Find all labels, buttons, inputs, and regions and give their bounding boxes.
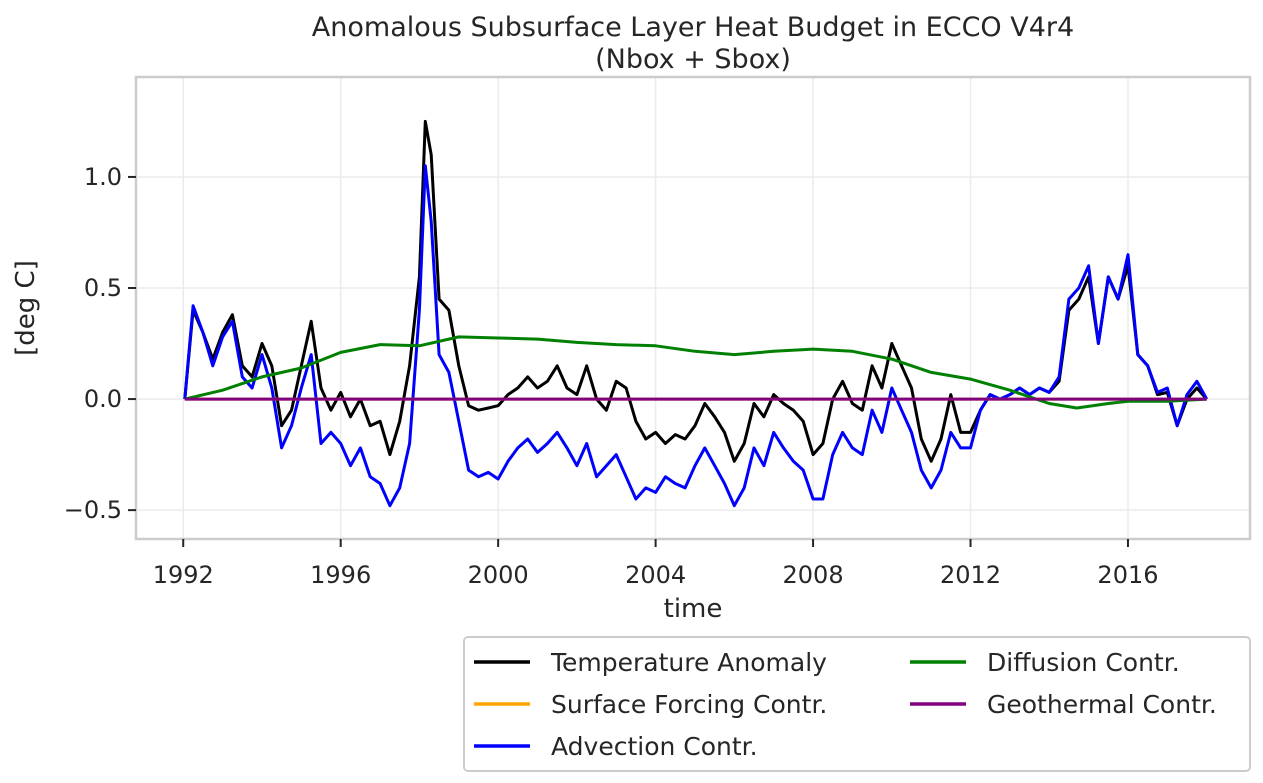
legend: Temperature Anomaly Surface Forcing Contr… bbox=[463, 636, 1251, 772]
chart-title: Anomalous Subsurface Layer Heat Budget i… bbox=[312, 12, 1074, 43]
y-axis-label: [deg C] bbox=[11, 260, 41, 356]
legend-entry: Geothermal Contr. bbox=[987, 690, 1217, 719]
legend-entry: Temperature Anomaly bbox=[550, 648, 827, 677]
series-line-temperature-anomaly bbox=[183, 119, 1208, 463]
y-tick-label: −0.5 bbox=[64, 496, 122, 524]
x-tick-label: 2000 bbox=[468, 561, 529, 589]
plot-frame bbox=[134, 75, 1252, 541]
x-tick-label: 2004 bbox=[625, 561, 686, 589]
y-tick-label: 0.0 bbox=[84, 385, 122, 413]
x-tick-label: 2008 bbox=[783, 561, 844, 589]
y-axis-ticks: −0.5 0.0 0.5 1.0 bbox=[64, 163, 136, 524]
x-tick-label: 1996 bbox=[310, 561, 371, 589]
legend-entry: Diffusion Contr. bbox=[987, 648, 1180, 677]
x-tick-label: 2012 bbox=[940, 561, 1001, 589]
x-axis-ticks: 1992 1996 2000 2004 2008 2012 2016 bbox=[153, 539, 1159, 589]
y-tick-label: 1.0 bbox=[84, 163, 122, 191]
x-axis-label: time bbox=[664, 594, 723, 624]
series-line-advection-contr bbox=[183, 164, 1209, 508]
x-tick-label: 1992 bbox=[153, 561, 214, 589]
legend-frame bbox=[463, 636, 1251, 772]
legend-entry: Surface Forcing Contr. bbox=[551, 690, 827, 719]
legend-entry: Advection Contr. bbox=[551, 732, 758, 761]
chart-subtitle: (Nbox + Sbox) bbox=[595, 44, 791, 75]
series-lines bbox=[183, 119, 1209, 508]
x-tick-label: 2016 bbox=[1097, 561, 1158, 589]
y-tick-label: 0.5 bbox=[84, 274, 122, 302]
series-line-diffusion-contr bbox=[184, 335, 1207, 410]
